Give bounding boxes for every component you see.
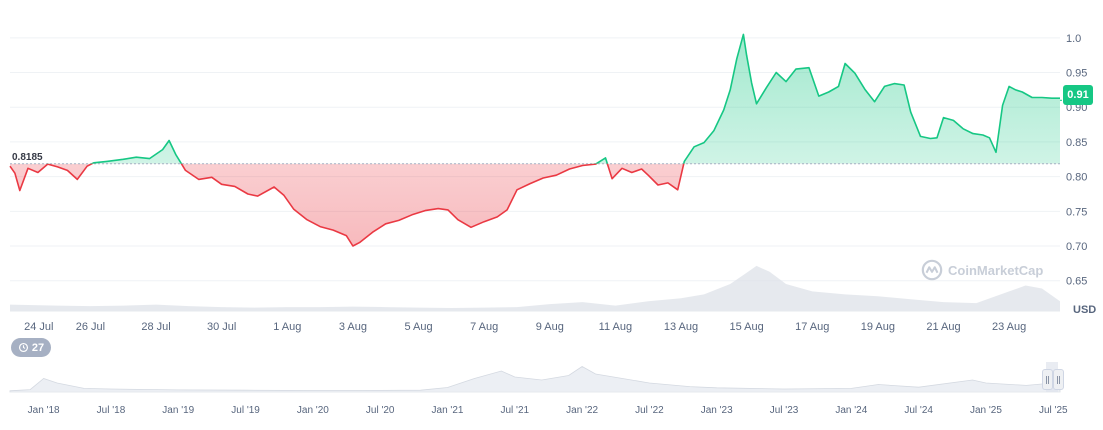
price-line-down xyxy=(9,163,685,247)
navigator-tick-label: Jul '18 xyxy=(97,405,126,416)
navigator-area xyxy=(9,366,1061,393)
range-history-badge[interactable]: 27 xyxy=(11,338,51,357)
navigator-tick-label: Jul '20 xyxy=(366,405,395,416)
navigator-tick-label: Jul '25 xyxy=(1039,405,1068,416)
x-tick-label: 28 Jul xyxy=(141,321,170,333)
y-tick-label: 0.80 xyxy=(1066,172,1087,184)
navigator-tick-label: Jul '23 xyxy=(770,405,799,416)
currency-unit-label: USD xyxy=(1073,304,1096,316)
x-tick-label: 30 Jul xyxy=(207,321,236,333)
navigator-tick-label: Jul '19 xyxy=(231,405,260,416)
x-tick-label: 23 Aug xyxy=(992,321,1026,333)
history-icon xyxy=(18,342,28,353)
coinmarketcap-logo-icon xyxy=(921,259,943,281)
y-tick-label: 0.95 xyxy=(1066,68,1087,80)
navigator-tick-label: Jan '24 xyxy=(835,405,867,416)
area-below-reference xyxy=(10,163,1060,246)
area-above-reference xyxy=(91,34,1060,164)
x-tick-label: 9 Aug xyxy=(536,321,564,333)
y-tick-label: 0.85 xyxy=(1066,137,1087,149)
watermark: CoinMarketCap xyxy=(921,259,1043,281)
navigator-tick-label: Jan '22 xyxy=(566,405,598,416)
y-tick-label: 0.70 xyxy=(1066,241,1087,253)
navigator-tick-label: Jul '24 xyxy=(904,405,933,416)
x-tick-label: 15 Aug xyxy=(730,321,764,333)
x-tick-label: 1 Aug xyxy=(273,321,301,333)
x-tick-label: 3 Aug xyxy=(339,321,367,333)
x-tick-label: 5 Aug xyxy=(404,321,432,333)
x-tick-label: 21 Aug xyxy=(926,321,960,333)
y-tick-label: 0.75 xyxy=(1066,206,1087,218)
navigator-tick-label: Jan '20 xyxy=(297,405,329,416)
x-tick-label: 19 Aug xyxy=(861,321,895,333)
x-tick-label: 13 Aug xyxy=(664,321,698,333)
navigator-tick-label: Jan '21 xyxy=(432,405,464,416)
navigator-tick-label: Jan '23 xyxy=(701,405,733,416)
navigator-tick-label: Jan '19 xyxy=(162,405,194,416)
y-tick-label: 1.0 xyxy=(1066,33,1081,45)
navigator-tick-label: Jul '21 xyxy=(501,405,530,416)
navigator-tick-label: Jul '22 xyxy=(635,405,664,416)
navigator-right-handle[interactable] xyxy=(1053,369,1064,390)
y-tick-label: 0.90 xyxy=(1066,102,1087,114)
x-tick-label: 24 Jul xyxy=(24,321,53,333)
watermark-text: CoinMarketCap xyxy=(948,262,1044,278)
navigator-tick-label: Jan '18 xyxy=(28,405,60,416)
navigator-tick-label: Jan '25 xyxy=(970,405,1002,416)
x-tick-label: 26 Jul xyxy=(76,321,105,333)
x-tick-label: 11 Aug xyxy=(599,321,632,333)
volume-area xyxy=(10,265,1060,311)
range-history-count: 27 xyxy=(31,341,45,354)
y-tick-label: 0.65 xyxy=(1066,276,1087,288)
navigator-left-handle[interactable] xyxy=(1042,369,1053,390)
reference-price-label: 0.8185 xyxy=(12,152,43,163)
current-price-badge: 0.91 xyxy=(1063,85,1093,105)
x-tick-label: 17 Aug xyxy=(795,321,829,333)
x-tick-label: 7 Aug xyxy=(470,321,498,333)
price-line-up xyxy=(46,33,1060,164)
